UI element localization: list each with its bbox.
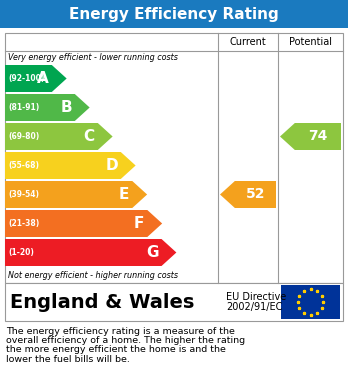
Text: D: D <box>105 158 118 173</box>
Text: (55-68): (55-68) <box>8 161 39 170</box>
Text: England & Wales: England & Wales <box>10 292 195 312</box>
Text: 52: 52 <box>246 188 265 201</box>
Polygon shape <box>5 239 176 266</box>
Text: Energy Efficiency Rating: Energy Efficiency Rating <box>69 7 279 22</box>
Polygon shape <box>280 123 341 150</box>
Text: the more energy efficient the home is and the: the more energy efficient the home is an… <box>6 346 226 355</box>
Text: Current: Current <box>230 37 266 47</box>
Text: E: E <box>119 187 129 202</box>
Polygon shape <box>5 94 90 121</box>
Bar <box>0 0 348 28</box>
Text: F: F <box>134 216 144 231</box>
Bar <box>5 283 343 321</box>
Text: (69-80): (69-80) <box>8 132 39 141</box>
Text: (39-54): (39-54) <box>8 190 39 199</box>
Text: Very energy efficient - lower running costs: Very energy efficient - lower running co… <box>8 54 178 63</box>
Text: EU Directive: EU Directive <box>226 292 286 302</box>
Text: lower the fuel bills will be.: lower the fuel bills will be. <box>6 355 130 364</box>
Text: 74: 74 <box>308 129 327 143</box>
Text: Not energy efficient - higher running costs: Not energy efficient - higher running co… <box>8 271 178 280</box>
Polygon shape <box>220 181 276 208</box>
Polygon shape <box>5 210 162 237</box>
Text: (92-100): (92-100) <box>8 74 45 83</box>
Text: C: C <box>84 129 95 144</box>
Polygon shape <box>5 152 136 179</box>
Text: B: B <box>60 100 72 115</box>
Polygon shape <box>5 123 113 150</box>
Bar <box>5 33 343 283</box>
Polygon shape <box>5 181 147 208</box>
Text: (21-38): (21-38) <box>8 219 39 228</box>
Text: (1-20): (1-20) <box>8 248 34 257</box>
Text: The energy efficiency rating is a measure of the: The energy efficiency rating is a measur… <box>6 326 235 335</box>
Bar <box>281 285 340 319</box>
Polygon shape <box>5 65 67 92</box>
Text: 2002/91/EC: 2002/91/EC <box>226 302 282 312</box>
Text: Potential: Potential <box>289 37 332 47</box>
Text: (81-91): (81-91) <box>8 103 39 112</box>
Text: A: A <box>37 71 49 86</box>
Text: overall efficiency of a home. The higher the rating: overall efficiency of a home. The higher… <box>6 336 245 345</box>
Text: G: G <box>146 245 159 260</box>
